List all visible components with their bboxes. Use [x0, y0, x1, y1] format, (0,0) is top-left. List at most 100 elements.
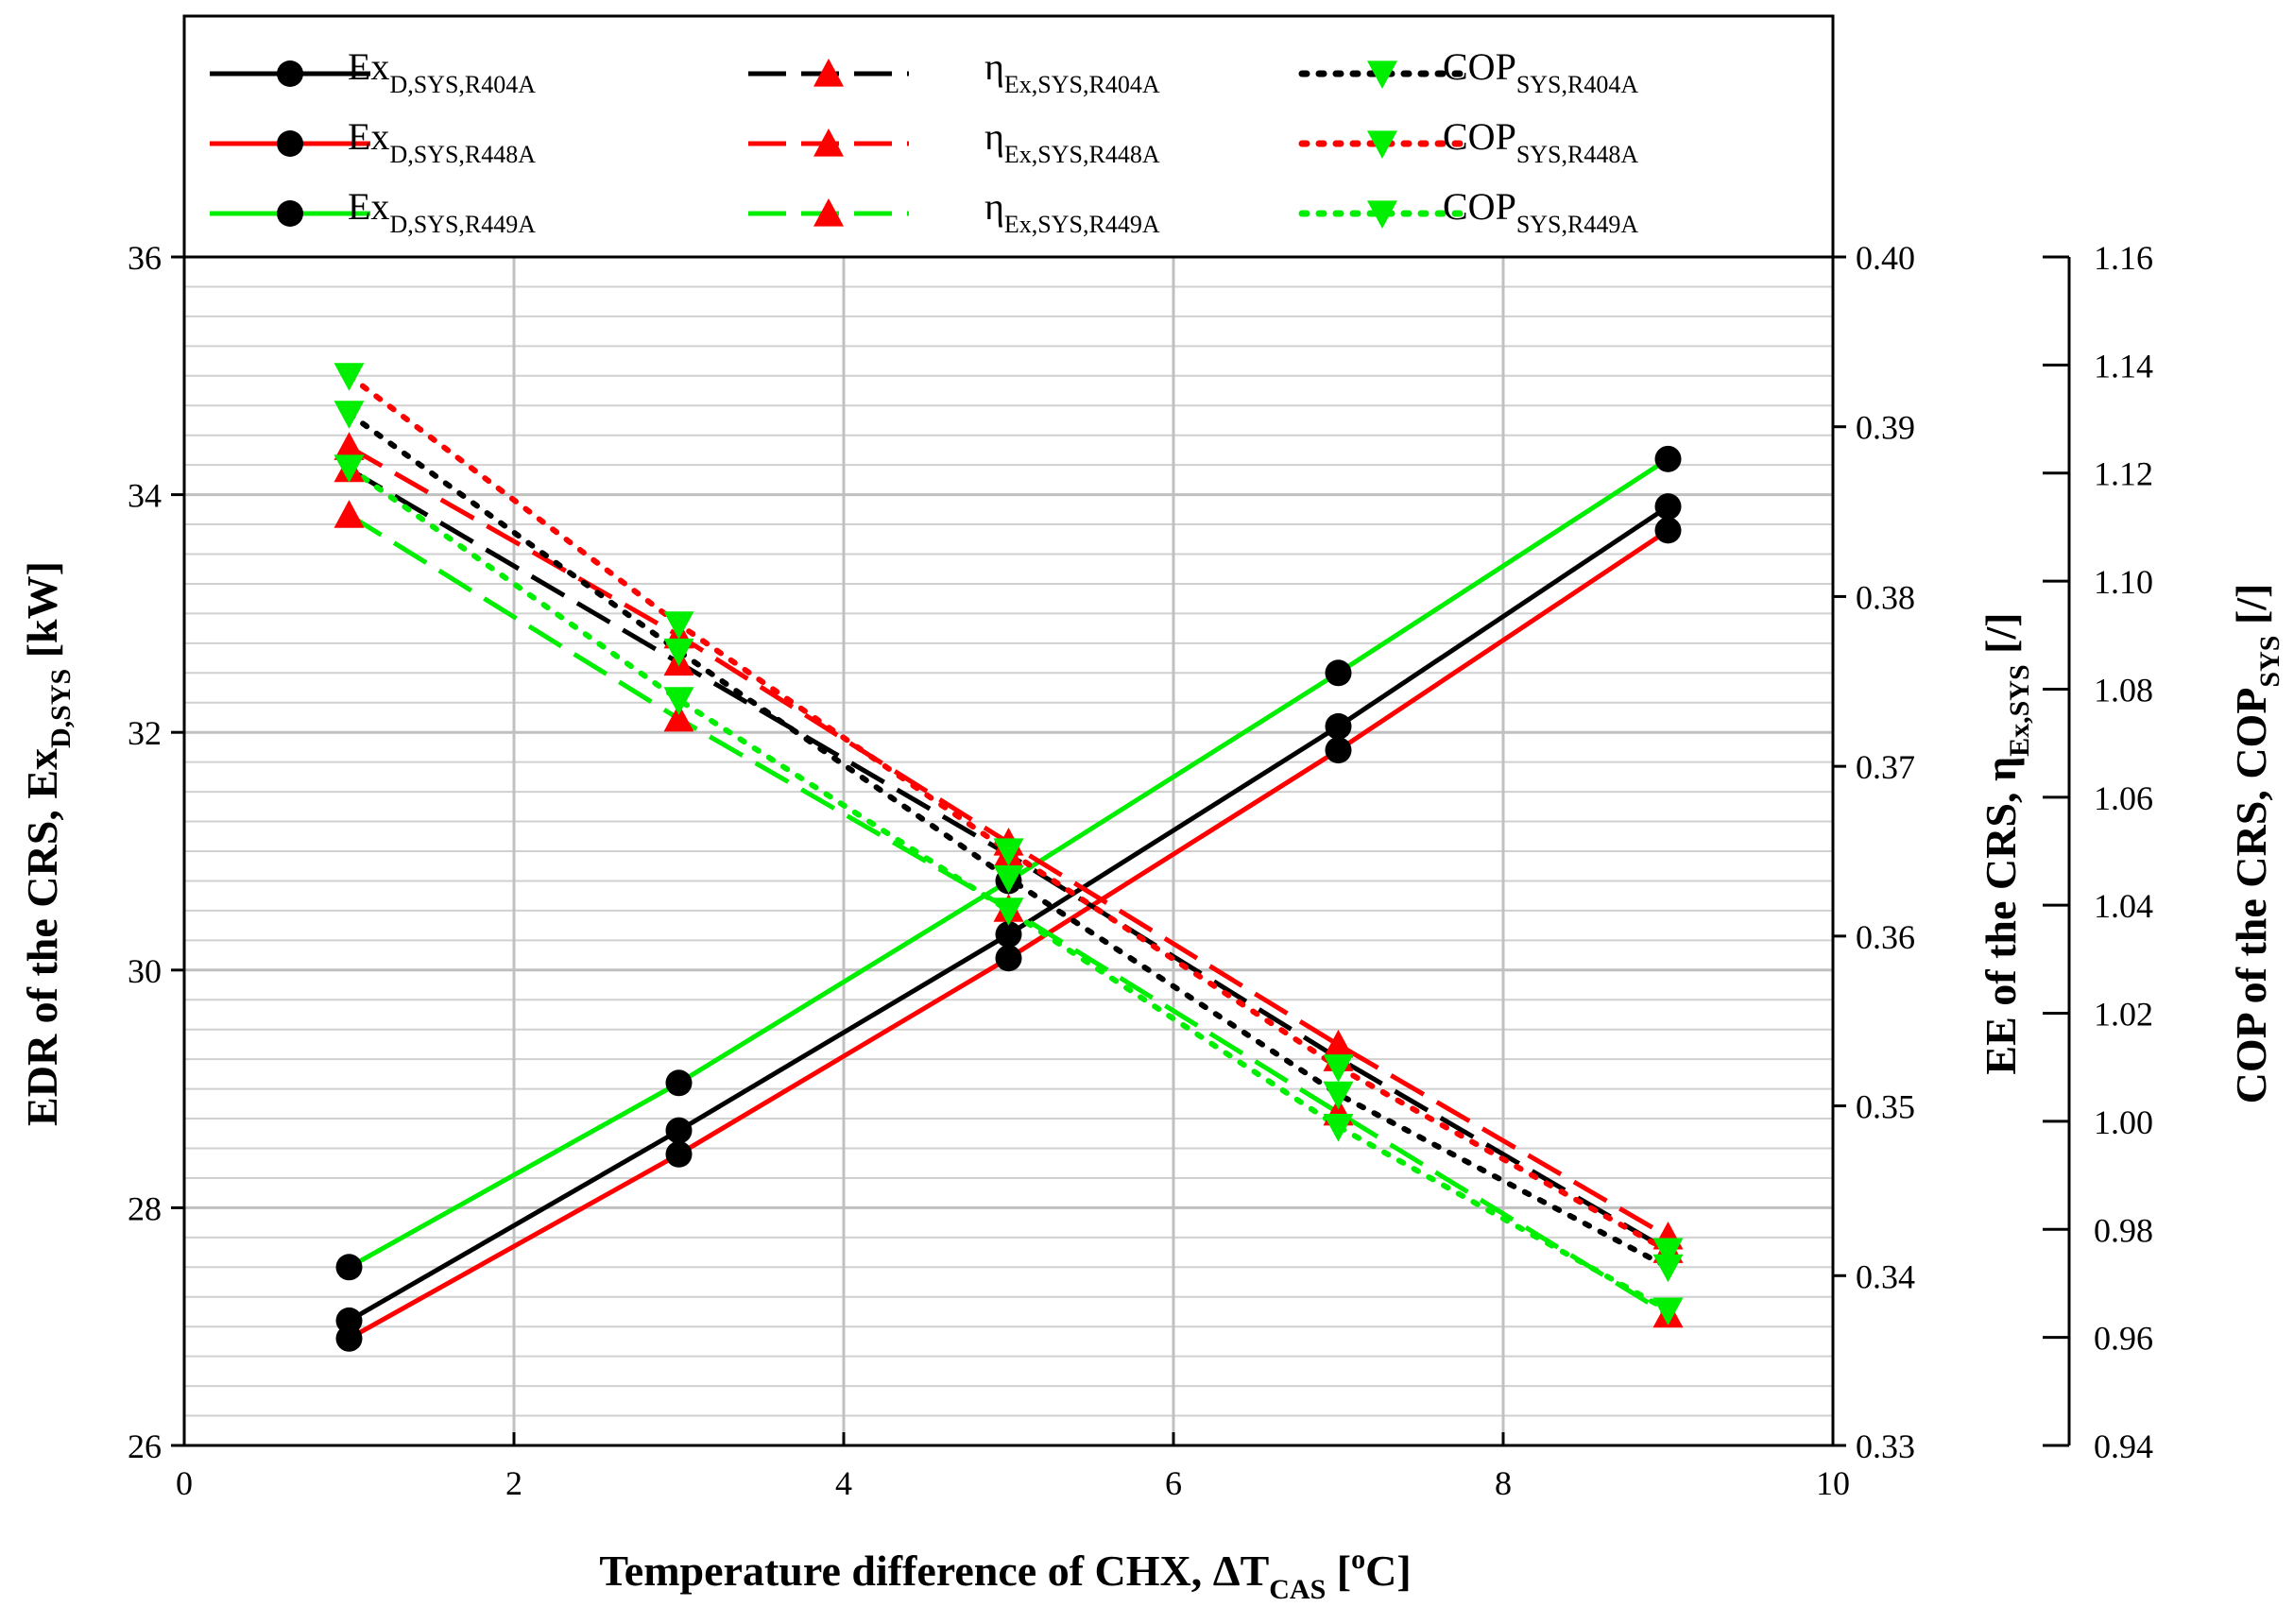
legend-marker-3	[813, 59, 844, 87]
legend-marker-8	[1367, 200, 1397, 229]
y-right2-tick-label: 1.14	[2094, 347, 2153, 385]
y-axis-right1-title: EE of the CRS, ηEx,SYS [/]	[1977, 612, 2035, 1074]
y-left-tick-label: 36	[128, 239, 162, 277]
y-right2-tick-label: 1.12	[2094, 455, 2153, 493]
data-point-series-0	[665, 1117, 693, 1144]
y-right1-tick-label: 0.34	[1856, 1257, 1915, 1295]
legend-label-8: COPSYS,R449A	[1443, 185, 1638, 238]
legend-label-0: ExD,SYS,R404A	[348, 45, 536, 98]
y-right2-tick-label: 1.06	[2094, 779, 2153, 817]
legend-label-2: ExD,SYS,R449A	[348, 185, 536, 238]
y-left-tick-label: 34	[128, 477, 162, 515]
series-line-8	[346, 465, 1671, 1314]
series-markers	[334, 363, 1684, 1352]
data-point-series-7	[993, 838, 1024, 866]
legend-label-main: Ex	[348, 185, 389, 228]
legend-label-main: Ex	[348, 45, 389, 88]
legend-label-sub: Ex,SYS,R448A	[1004, 141, 1160, 168]
x-tick-label: 6	[1165, 1464, 1182, 1502]
legend-label-5: ηEx,SYS,R449A	[984, 185, 1160, 238]
y-right2-tick-label: 1.02	[2094, 996, 2153, 1034]
y-right1-tick-label: 0.40	[1856, 239, 1915, 277]
legend-label-main: η	[984, 185, 1004, 228]
y-axis-left-title: EDR of the CRS, ExD,SYS [kW]	[18, 561, 77, 1126]
y-right2-tick-label: 1.16	[2094, 239, 2153, 277]
legend-marker-6	[1367, 60, 1397, 89]
legend: ExD,SYS,R404AExD,SYS,R448AExD,SYS,R449Aη…	[210, 45, 1638, 238]
x-tick-label: 4	[835, 1464, 852, 1502]
y-axis-right2-title-sub: SYS	[2254, 636, 2285, 688]
legend-label-main: η	[984, 45, 1004, 88]
legend-marker-1	[277, 130, 303, 157]
x-axis-title-open: [	[1326, 1547, 1351, 1595]
x-axis-title: Temperature difference of CHX, ΔTCAS [oC…	[599, 1544, 1411, 1605]
data-point-series-8	[663, 687, 694, 715]
data-point-series-1	[1654, 517, 1682, 544]
legend-label-sub: D,SYS,R404A	[389, 71, 536, 98]
legend-marker-4	[813, 128, 844, 157]
y-left-tick-label: 32	[128, 714, 162, 752]
legend-label-4: ηEx,SYS,R448A	[984, 115, 1160, 168]
y-axis-right1-title-main: EE of the CRS, η	[1977, 757, 2025, 1075]
data-point-series-2	[1654, 445, 1682, 472]
data-point-series-0	[995, 921, 1022, 949]
legend-label-sub: D,SYS,R449A	[389, 211, 536, 238]
x-tick-label: 2	[505, 1464, 522, 1502]
data-point-series-7	[663, 611, 694, 640]
x-axis-title-sup: o	[1351, 1544, 1365, 1575]
legend-label-sub: Ex,SYS,R449A	[1004, 211, 1160, 238]
legend-label-main: η	[984, 115, 1004, 158]
data-point-series-2	[1325, 659, 1352, 687]
y-right2-tick-label: 1.10	[2094, 563, 2153, 601]
data-point-series-6	[1652, 1254, 1684, 1283]
y-axis-right2-title: COP of the CRS, COPSYS [/]	[2227, 584, 2285, 1104]
y-right2-tick-label: 0.96	[2094, 1320, 2153, 1358]
legend-label-sub: D,SYS,R448A	[389, 141, 536, 168]
x-tick-label: 10	[1816, 1464, 1850, 1502]
data-point-series-1	[665, 1140, 693, 1168]
y-right2-tick-label: 1.08	[2094, 671, 2153, 709]
data-point-series-2	[665, 1069, 693, 1097]
legend-label-sub: SYS,R449A	[1516, 211, 1639, 238]
data-point-series-1	[995, 945, 1022, 972]
legend-label-main: COP	[1443, 115, 1516, 158]
data-point-series-5	[663, 703, 694, 732]
data-point-series-7	[1323, 1054, 1354, 1083]
grid	[184, 255, 1833, 1445]
y-left-tick-label: 26	[128, 1427, 162, 1465]
legend-label-main: COP	[1443, 185, 1516, 228]
data-point-series-1	[335, 1325, 363, 1352]
data-point-series-0	[1325, 712, 1352, 740]
y-right2-tick-label: 1.00	[2094, 1103, 2153, 1141]
legend-label-sub: Ex,SYS,R404A	[1004, 71, 1160, 98]
data-point-series-8	[334, 454, 365, 484]
data-point-series-4	[334, 432, 365, 460]
y-right1-tick-label: 0.36	[1856, 918, 1915, 956]
legend-label-sub: SYS,R404A	[1516, 71, 1639, 98]
y-axis-right1-title-sub: Ex,SYS	[2004, 664, 2035, 757]
series-line-7	[346, 372, 1671, 1255]
y-right1-tick-label: 0.38	[1856, 578, 1915, 616]
data-point-series-7	[334, 363, 365, 391]
legend-label-3: ηEx,SYS,R404A	[984, 45, 1160, 98]
y-axis-left-title-sub: D,SYS	[45, 669, 77, 748]
y-right2-tick-label: 1.04	[2094, 887, 2153, 925]
y-axis-right1-title-unit: [/]	[1977, 612, 2025, 664]
data-point-series-4	[1323, 1029, 1354, 1058]
y-right1-tick-label: 0.37	[1856, 748, 1915, 786]
legend-marker-5	[813, 198, 844, 227]
y-left-tick-label: 28	[128, 1189, 162, 1227]
data-point-series-8	[993, 897, 1024, 926]
y-right1-tick-label: 0.35	[1856, 1088, 1915, 1126]
legend-label-6: COPSYS,R404A	[1443, 45, 1638, 98]
y-right1-tick-label: 0.39	[1856, 409, 1915, 447]
y-axis-right2-title-unit: [/]	[2227, 584, 2275, 636]
legend-marker-2	[277, 200, 303, 227]
y-axis-left-title-main: EDR of the CRS, Ex	[18, 748, 66, 1126]
data-point-series-6	[993, 864, 1024, 894]
legend-marker-0	[277, 60, 303, 87]
x-tick-label: 0	[176, 1464, 193, 1502]
data-point-series-8	[1652, 1297, 1684, 1326]
